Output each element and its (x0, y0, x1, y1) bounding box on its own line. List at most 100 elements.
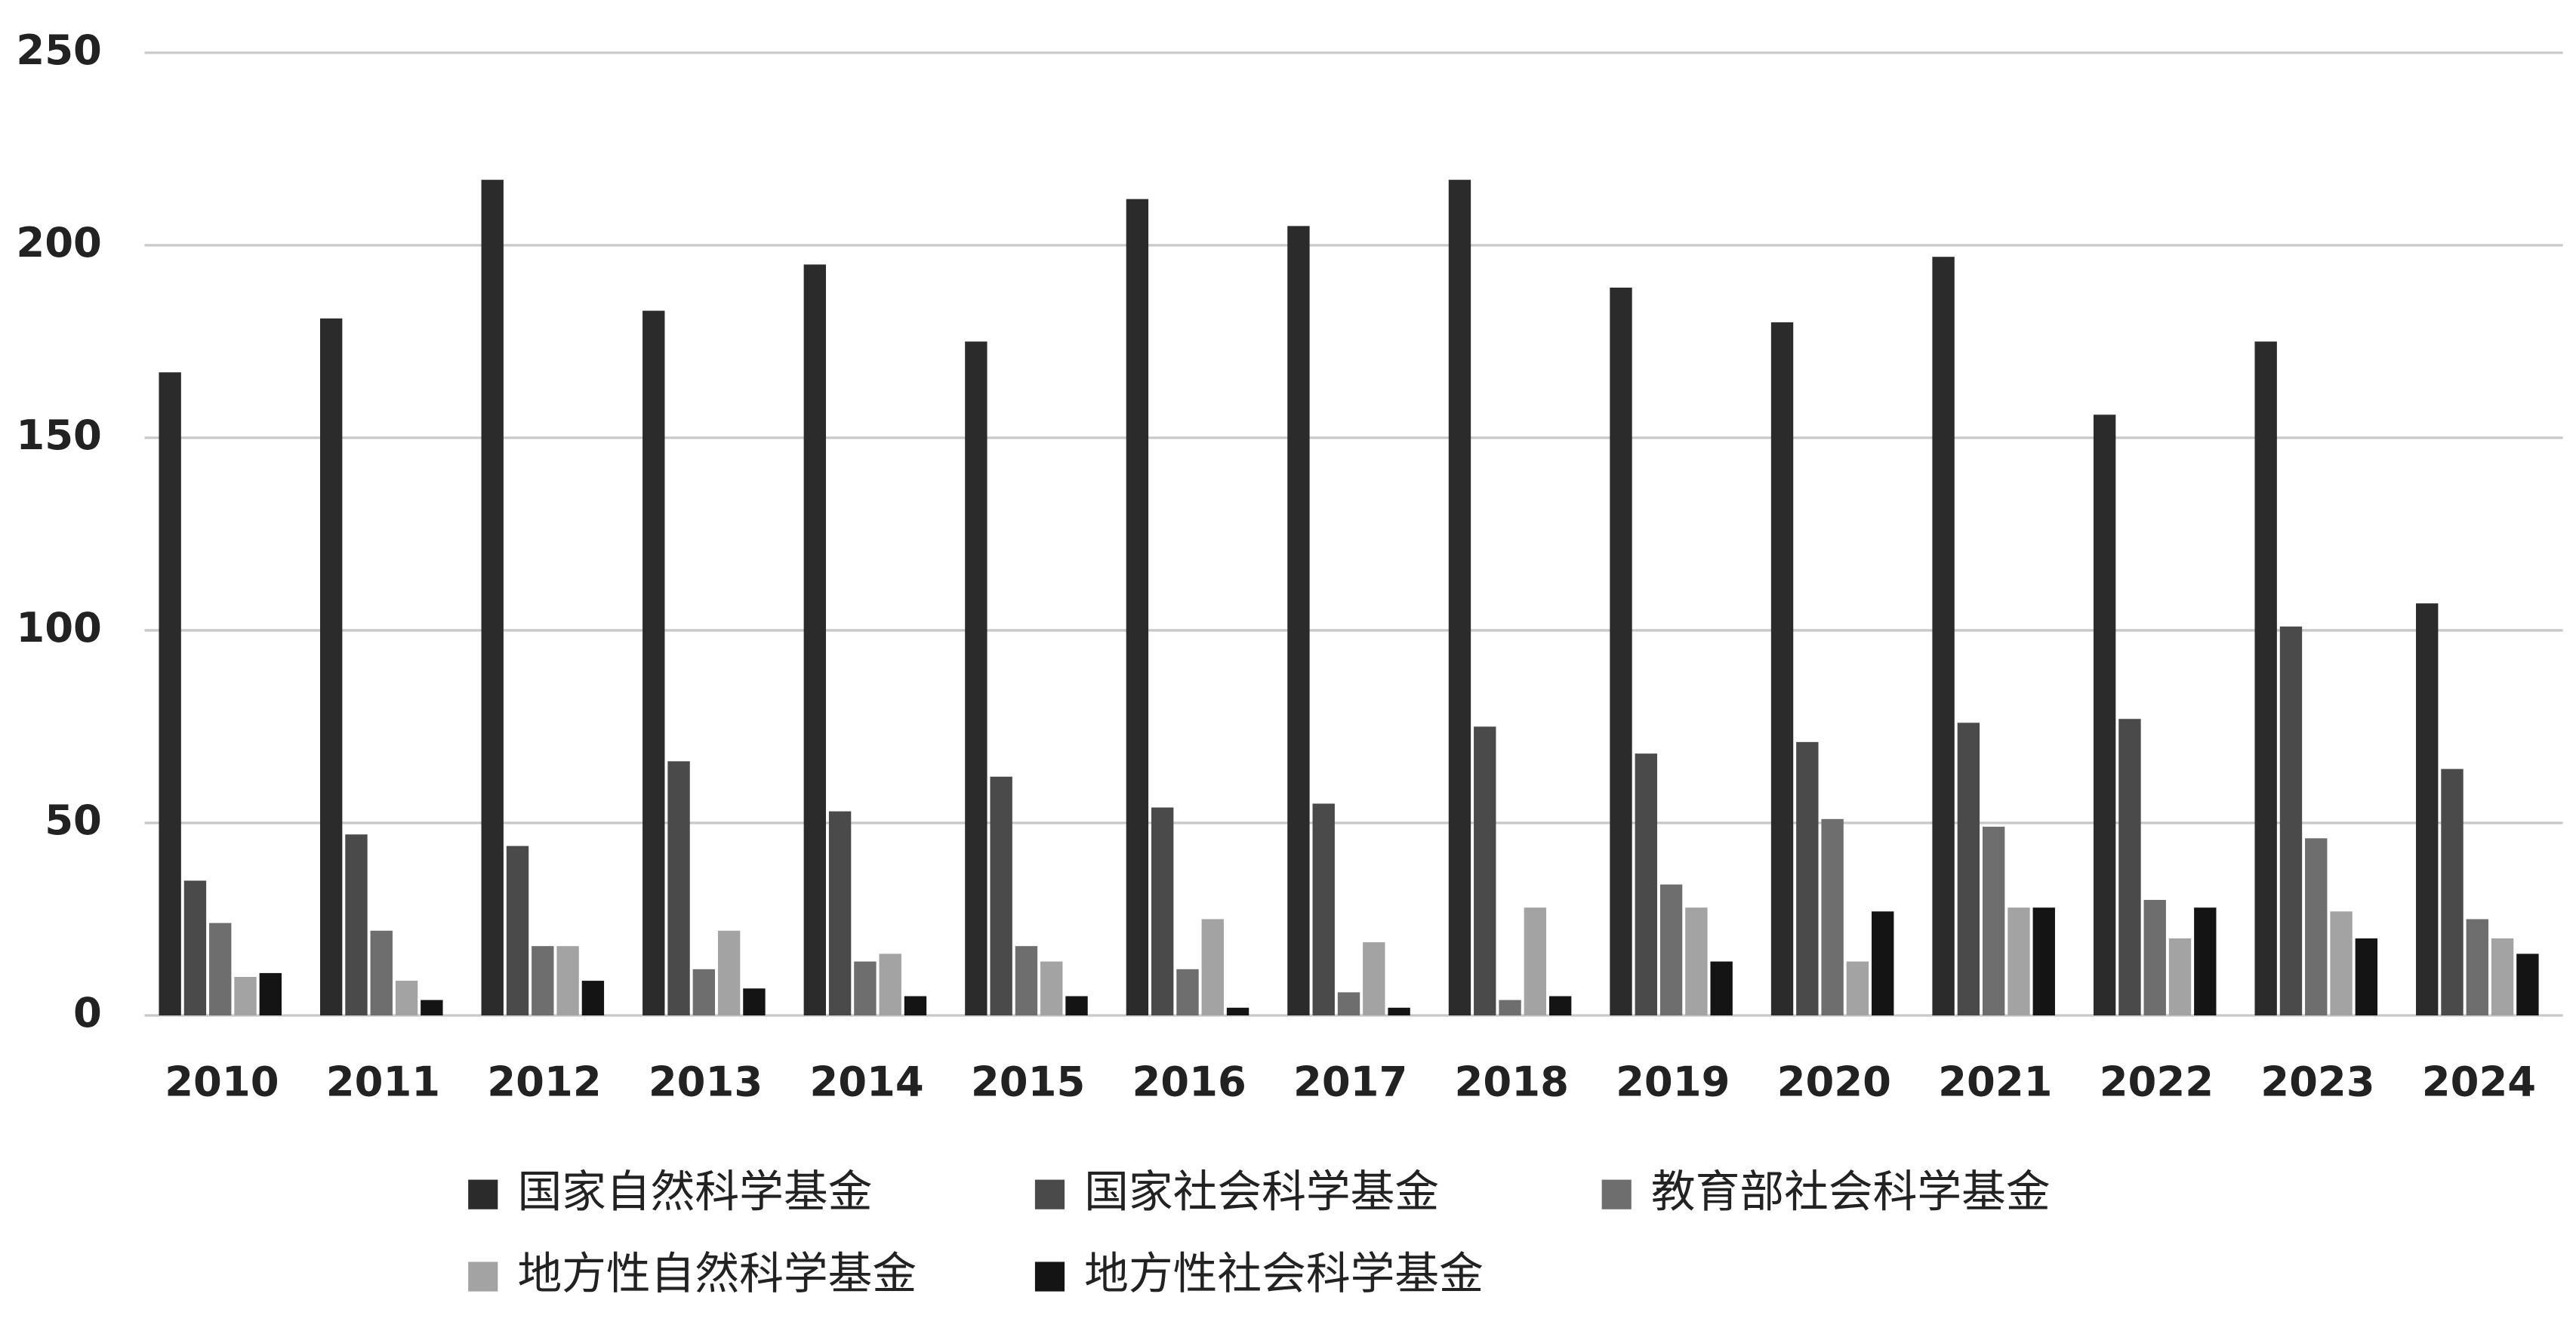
bar (1635, 753, 1657, 1015)
bar (421, 1000, 443, 1015)
bar (692, 969, 716, 1015)
bar (319, 318, 343, 1015)
bar (2355, 938, 2378, 1015)
legend-swatch (1601, 1179, 1632, 1209)
bar (1201, 919, 1224, 1015)
bar (159, 372, 181, 1015)
bar (854, 961, 877, 1015)
x-tick-label: 2014 (809, 1058, 923, 1106)
bar (1659, 884, 1683, 1015)
bar (879, 954, 901, 1015)
bar (990, 776, 1012, 1015)
legend-label: 国家社会科学基金 (1084, 1165, 1439, 1217)
bar (2330, 911, 2353, 1015)
bar (1015, 946, 1038, 1015)
bar (1151, 807, 1174, 1015)
bar (1474, 726, 1496, 1015)
bar (2491, 938, 2514, 1015)
legend-swatch (468, 1262, 498, 1292)
x-tick-label: 2022 (2100, 1058, 2214, 1106)
bar (1040, 961, 1063, 1015)
bar (667, 761, 690, 1015)
bar (2007, 907, 2030, 1015)
bar (1065, 996, 1088, 1015)
bar (1337, 992, 1360, 1015)
x-tick-label: 2017 (1293, 1058, 1407, 1106)
x-tick-label: 2024 (2422, 1058, 2536, 1106)
bar (2441, 769, 2464, 1015)
x-tick-label: 2013 (649, 1058, 763, 1106)
bar (2466, 919, 2488, 1015)
bar (1846, 961, 1869, 1015)
legend-swatch (1034, 1262, 1065, 1292)
bar (1499, 1000, 1521, 1015)
bar (581, 981, 605, 1015)
bar (1312, 803, 1335, 1015)
legend-swatch (1034, 1179, 1065, 1209)
bar (1226, 1007, 1249, 1015)
y-tick-label: 200 (16, 219, 102, 267)
x-tick-label: 2016 (1132, 1058, 1246, 1106)
bar (183, 880, 207, 1015)
bar (1176, 969, 1199, 1015)
bar (2093, 414, 2116, 1015)
y-tick-label: 0 (73, 989, 102, 1037)
y-tick-label: 50 (45, 796, 102, 844)
bar (481, 180, 504, 1015)
bar (259, 972, 282, 1015)
bar (1685, 907, 1708, 1015)
bar (2254, 341, 2277, 1015)
bar (1448, 180, 1471, 1015)
bar (1548, 996, 1572, 1015)
bar (2279, 626, 2303, 1015)
bar (2305, 838, 2328, 1015)
bar (1287, 226, 1310, 1015)
bar (506, 846, 529, 1015)
x-tick-label: 2010 (165, 1058, 279, 1106)
x-tick-label: 2023 (2260, 1058, 2374, 1106)
bar (1610, 287, 1632, 1015)
x-tick-label: 2012 (487, 1058, 601, 1106)
x-tick-label: 2018 (1455, 1058, 1569, 1106)
legend-label: 地方性社会科学基金 (1084, 1247, 1484, 1299)
bar (904, 996, 927, 1015)
bar (2032, 907, 2055, 1015)
bar (395, 981, 418, 1015)
bar (1957, 722, 1980, 1015)
bar (234, 976, 257, 1015)
bar (2118, 719, 2141, 1015)
bar (803, 264, 826, 1015)
bar (556, 946, 579, 1015)
bar (642, 310, 665, 1015)
x-tick-label: 2021 (1938, 1058, 2052, 1106)
bar (1872, 911, 1894, 1015)
x-tick-label: 2020 (1777, 1058, 1891, 1106)
y-tick-label: 150 (16, 411, 102, 459)
bar (1796, 741, 1819, 1015)
bar (2416, 603, 2439, 1015)
legend-label: 教育部社会科学基金 (1651, 1165, 2051, 1217)
bar (2143, 899, 2166, 1015)
bar (1524, 907, 1547, 1015)
bar (1363, 942, 1385, 1015)
x-tick-label: 2015 (971, 1058, 1085, 1106)
legend-swatch (468, 1179, 498, 1209)
bar (2516, 954, 2539, 1015)
bar (1982, 827, 2005, 1015)
bar (2194, 907, 2217, 1015)
bar (1388, 1007, 1410, 1015)
bar (1710, 961, 1733, 1015)
legend-label: 地方性自然科学基金 (517, 1247, 917, 1299)
bar (209, 923, 232, 1015)
bar (743, 988, 766, 1015)
x-tick-label: 2011 (326, 1058, 440, 1106)
bar (1126, 199, 1149, 1015)
bar (828, 811, 852, 1015)
x-tick-label: 2019 (1616, 1058, 1730, 1106)
bar (717, 930, 741, 1015)
y-tick-label: 100 (16, 604, 102, 652)
bar (1821, 818, 1844, 1015)
bar (965, 341, 988, 1015)
bar (1932, 257, 1955, 1015)
